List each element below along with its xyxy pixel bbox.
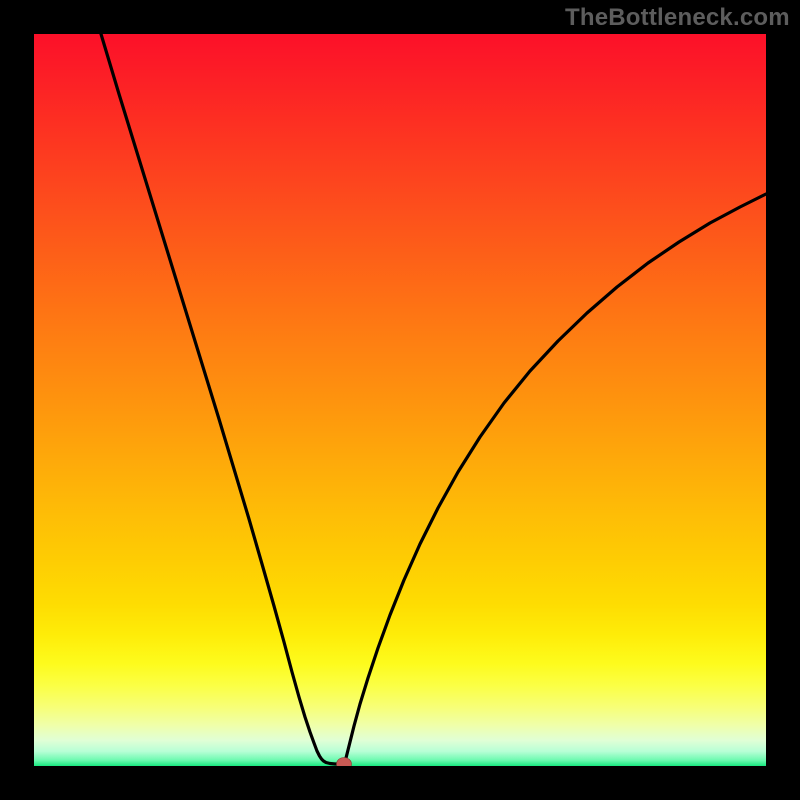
- chart-frame: TheBottleneck.com: [0, 0, 800, 800]
- plot-background: [34, 34, 766, 766]
- chart-svg: [0, 0, 800, 800]
- watermark-text: TheBottleneck.com: [565, 4, 790, 32]
